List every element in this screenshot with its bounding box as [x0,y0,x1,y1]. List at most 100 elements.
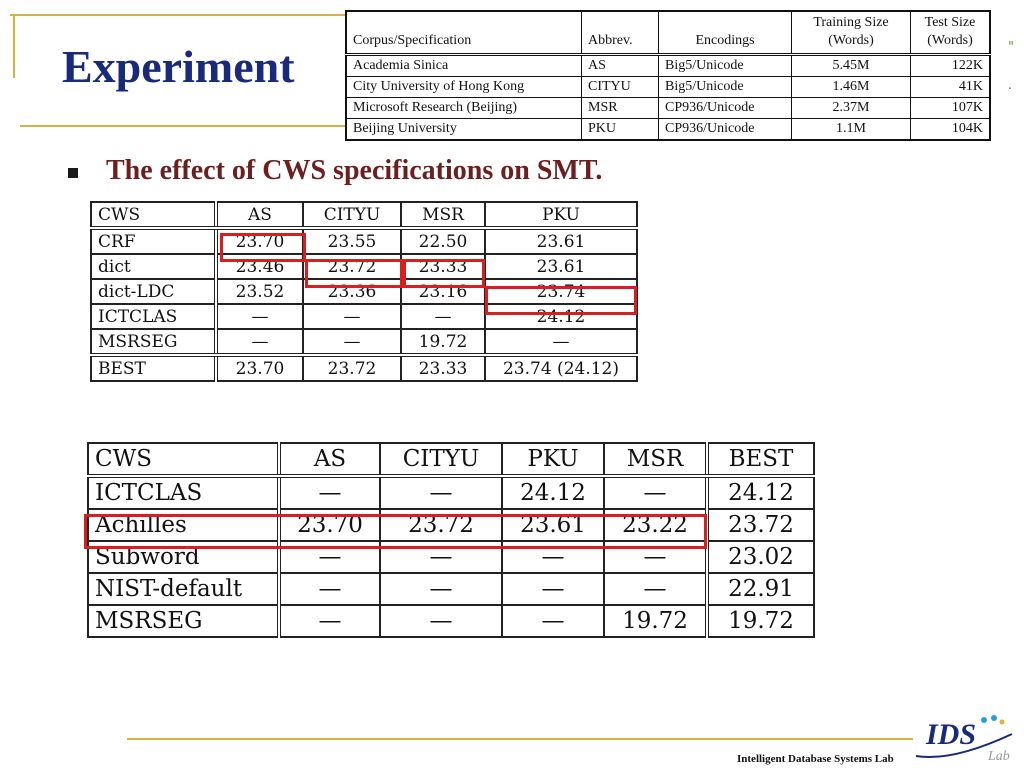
corpus-cell: 1.46M [791,76,911,98]
row-label: BEST [90,354,217,382]
table-row: dict-LDC 23.52 23.36 23.16 23.74 [90,278,638,305]
table-cell: 23.61 [484,227,638,255]
corpus-row: Academia Sinica AS Big5/Unicode 5.45M 12… [345,54,991,77]
corpus-cell: MSR [581,97,659,119]
corpus-row: Microsoft Research (Beijing) MSR CP936/U… [345,97,991,119]
bullet-text: The effect of CWS specifications on SMT. [106,155,603,186]
table-cell: 23.74 [484,278,638,305]
header-cell: MSR [400,201,486,230]
row-label: NIST-default [87,572,280,606]
header-cell: PKU [484,201,638,230]
corpus-cell: City University of Hong Kong [345,76,582,98]
corpus-header-cell: Encodings [658,10,792,56]
table-cell: — [214,303,304,330]
table-row: dict 23.46 23.72 23.33 23.61 [90,253,638,280]
table-cell: — [501,540,605,574]
table-cell: 23.52 [214,278,304,305]
table-cell: 23.70 [214,227,304,255]
footer-lab-name: Intelligent Database Systems Lab [737,753,894,765]
table-cell: 23.36 [302,278,402,305]
decorative-top-line [10,14,346,16]
table-cell: 22.50 [400,227,486,255]
row-label: Subword [87,540,280,574]
table-cell: — [484,328,638,357]
corpus-header-cell: Abbrev. [581,10,659,56]
corpus-cell: 41K [910,76,991,98]
corpus-cell: Academia Sinica [345,54,582,77]
table-cell: 23.33 [400,354,486,382]
table-cell: — [277,475,381,510]
row-label: ICTCLAS [87,475,280,510]
row-label: MSRSEG [90,328,217,357]
table-cell: 19.72 [705,604,815,638]
table-cell: 23.61 [484,253,638,280]
highlight-box [403,259,485,288]
table-header-row: CWS AS CITYU MSR PKU [90,201,638,230]
logo-sub-text: Lab [987,749,1010,764]
corpus-table: Corpus/Specification Abbrev. Encodings T… [345,10,991,141]
header-cell: PKU [501,442,605,478]
table-cell: 23.72 [379,508,503,542]
table-row: ICTCLAS — — — 24.12 [90,303,638,330]
table-cell: — [501,572,605,606]
corpus-cell: CP936/Unicode [658,118,792,141]
corpus-cell: Microsoft Research (Beijing) [345,97,582,119]
table-cell: 24.12 [705,475,815,510]
table-row: CRF 23.70 23.55 22.50 23.61 [90,227,638,255]
logo-text: IDS [925,718,976,751]
highlight-box [220,233,306,262]
table-cell: — [603,540,708,574]
slide-title: Experiment [62,41,295,92]
table-cell: 19.72 [400,328,486,357]
corpus-cell: Big5/Unicode [658,54,792,77]
highlight-box [84,514,707,549]
table-cell: 23.02 [705,540,815,574]
corpus-row: Beijing University PKU CP936/Unicode 1.1… [345,118,991,141]
bullet-square-icon [68,168,78,178]
corpus-cell: 2.37M [791,97,911,119]
header-cell: BEST [705,442,815,478]
table-header-row: CWS AS CITYU PKU MSR BEST [87,442,815,478]
corpus-header-row: Corpus/Specification Abbrev. Encodings T… [345,10,991,56]
table-cell: — [277,572,381,606]
corpus-cell: 122K [910,54,991,77]
corpus-cell: 104K [910,118,991,141]
table-row: ICTCLAS — — 24.12 — 24.12 [87,475,815,510]
table-cell: 24.12 [484,303,638,330]
table-cell: — [379,604,503,638]
header-cell: CITYU [379,442,503,478]
decorative-footer-line [127,738,913,740]
table-cell: — [277,604,381,638]
table-cell: 19.72 [603,604,708,638]
corpus-cell: CITYU [581,76,659,98]
table-row: MSRSEG — — — 19.72 19.72 [87,604,815,638]
table-cell: — [277,540,381,574]
decorative-vertical-line [13,14,15,78]
row-label: ICTCLAS [90,303,217,330]
table-cell: 23.55 [302,227,402,255]
header-cell: CWS [90,201,217,230]
cws-results-table: CWS AS CITYU MSR PKU CRF 23.70 23.55 22.… [90,201,638,382]
table-cell: 23.70 [214,354,304,382]
corpus-cell: PKU [581,118,659,141]
table-cell: 24.12 [501,475,605,510]
corpus-cell: 107K [910,97,991,119]
decorative-title-underline [20,125,346,127]
highlight-box [485,286,637,315]
ids-lab-logo: IDS Lab [915,715,1013,764]
row-label: dict-LDC [90,278,217,305]
table-cell: 23.33 [400,253,486,280]
table-cell: — [603,572,708,606]
corpus-cell: 1.1M [791,118,911,141]
table-row: NIST-default — — — — 22.91 [87,572,815,606]
row-label: CRF [90,227,217,255]
table-cell: — [379,572,503,606]
table-cell: — [501,604,605,638]
corpus-cell: CP936/Unicode [658,97,792,119]
table-cell: — [302,303,402,330]
corpus-cell: AS [581,54,659,77]
corpus-header-cell: Test Size (Words) [910,10,991,56]
table-cell: 23.74 (24.12) [484,354,638,382]
side-dot: . [1008,78,1012,92]
table-cell: — [302,328,402,357]
